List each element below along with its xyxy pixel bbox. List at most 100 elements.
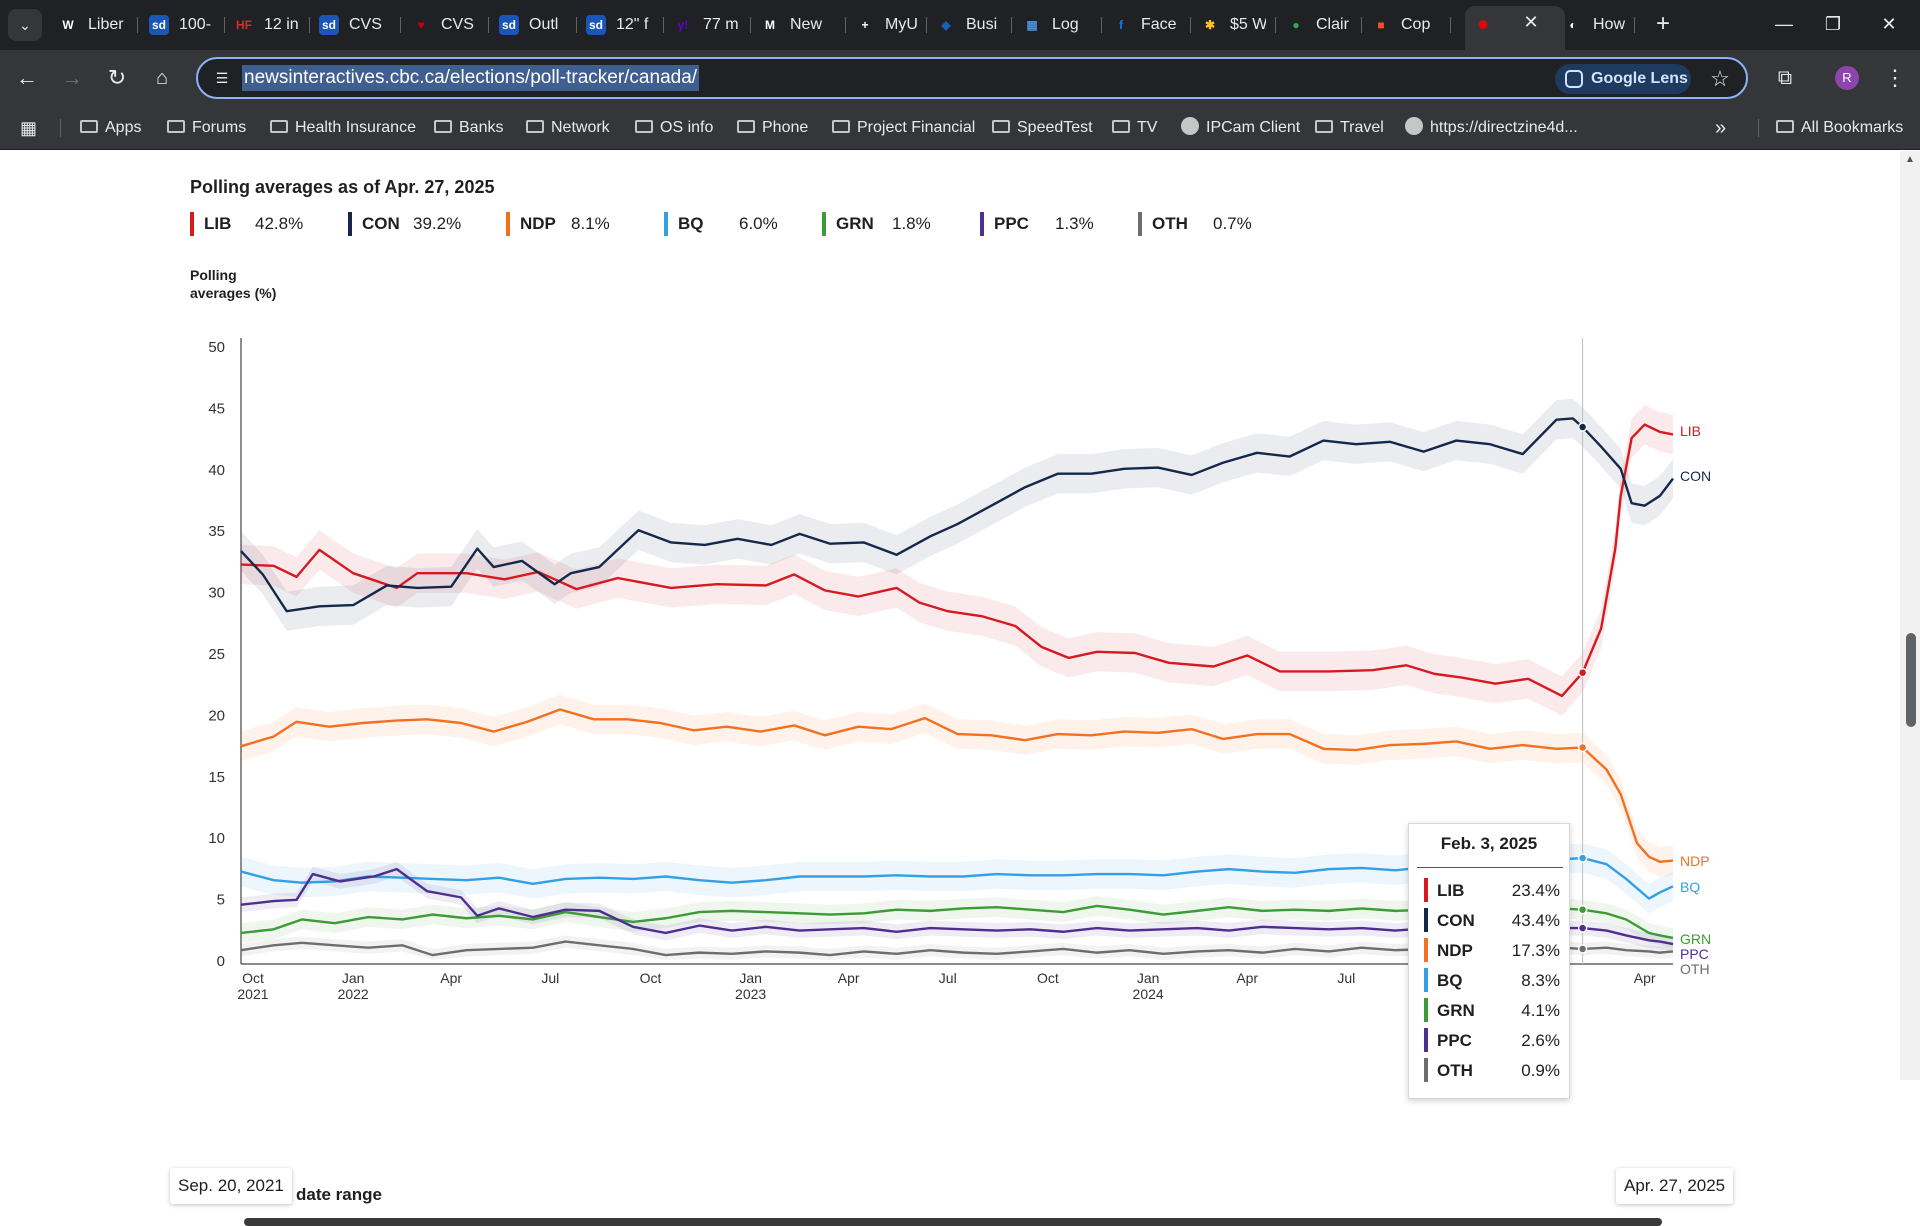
walmart-icon: ✱ <box>1204 18 1216 32</box>
hover-marker-con <box>1577 422 1588 432</box>
back-button[interactable]: ← <box>16 65 38 90</box>
new-tab-button[interactable]: + <box>1655 10 1670 37</box>
tab-separator <box>926 17 927 33</box>
bookmark-item[interactable]: OS info <box>635 115 713 141</box>
tooltip-party-code: LIB <box>1437 881 1465 900</box>
tab[interactable]: ✱ $5 W <box>1192 8 1276 42</box>
folder-icon <box>635 120 653 133</box>
tab-active[interactable]: ✺ <box>1465 6 1565 50</box>
tooltip-party-value: 0.9% <box>1521 1061 1560 1080</box>
bookmark-item[interactable]: SpeedTest <box>992 115 1093 141</box>
legend-party-code: CON <box>362 214 400 233</box>
legend-swatch <box>506 212 510 236</box>
bookmark-item[interactable]: Project Financial <box>832 115 975 141</box>
more-bookmarks-button[interactable]: » <box>1715 117 1727 139</box>
tab[interactable]: M New <box>752 8 846 42</box>
google-lens-button[interactable]: Google Lens <box>1555 64 1691 94</box>
tab[interactable]: sd 100- <box>141 8 225 42</box>
bookmark-label: Phone <box>762 119 809 136</box>
bookmark-star-icon[interactable]: ☆ <box>1710 66 1730 91</box>
bookmark-label: IPCam Client <box>1206 119 1301 136</box>
tab[interactable]: ▦ Log <box>1014 8 1102 42</box>
y-tick-label: 45 <box>208 400 225 417</box>
cbc-icon: ✺ <box>1477 18 1489 32</box>
profile-avatar[interactable]: R <box>1835 66 1859 90</box>
hover-marker-ndp <box>1577 742 1588 753</box>
y-tick-label: 50 <box>208 339 225 356</box>
bookmarks-divider-right <box>1758 119 1759 137</box>
tab[interactable]: f Face <box>1103 8 1191 42</box>
bookmark-item[interactable]: Travel <box>1315 115 1384 141</box>
tab[interactable]: W Liberal <box>50 8 138 42</box>
address-bar[interactable]: ☰ newsinteractives.cbc.ca/elections/poll… <box>196 57 1748 99</box>
extensions-icon[interactable]: ⧉ <box>1777 67 1793 89</box>
end-label-bq: BQ <box>1680 879 1700 895</box>
page-scrollbar[interactable] <box>1900 151 1920 1080</box>
scroll-up-arrow-icon[interactable]: ▲ <box>1905 154 1915 165</box>
tab[interactable]: ♥ CVS <box>403 8 489 42</box>
bookmark-item[interactable]: Apps <box>80 115 141 141</box>
tooltip-row-oth: OTH 0.9% <box>1424 1058 1560 1082</box>
bookmark-item[interactable]: Banks <box>434 115 503 141</box>
tab[interactable]: ◆ Busi <box>928 8 1012 42</box>
confidence-band-oth <box>241 935 1673 960</box>
tab-title: 100- <box>179 16 212 33</box>
url-text[interactable]: newsinteractives.cbc.ca/elections/poll-t… <box>242 65 700 91</box>
tooltip-swatch <box>1424 1028 1428 1052</box>
scrollbar-thumb[interactable] <box>1906 633 1916 727</box>
all-bookmarks-button[interactable]: All Bookmarks <box>1776 115 1903 141</box>
calendar-icon: ▦ <box>1026 18 1038 32</box>
tab[interactable]: sd Outl <box>491 8 577 42</box>
x-tick-year: 2024 <box>1133 986 1164 1002</box>
bookmark-label: Travel <box>1340 119 1384 136</box>
bookmark-item[interactable]: Network <box>526 115 610 141</box>
tab[interactable]: sd 12" f <box>578 8 664 42</box>
bookmark-item[interactable]: IPCam Client <box>1181 115 1300 141</box>
bookmark-label: Apps <box>105 119 142 136</box>
date-range-slider[interactable] <box>244 1218 1662 1226</box>
legend-party-code: LIB <box>204 214 232 233</box>
y-tick-label: 30 <box>208 585 225 602</box>
tooltip-party-code: BQ <box>1437 971 1463 990</box>
reload-button[interactable]: ↻ <box>107 65 127 90</box>
tab-search-button[interactable]: ⌄ <box>8 9 42 41</box>
bookmark-item[interactable]: Health Insurance <box>270 115 416 141</box>
close-window-button[interactable]: ✕ <box>1881 14 1897 34</box>
home-button[interactable]: ⌂ <box>155 67 169 89</box>
tab-title: Busi <box>966 16 998 33</box>
tooltip-party-code: GRN <box>1437 1001 1475 1020</box>
tab[interactable]: HF 12 in <box>226 8 310 42</box>
site-info-icon[interactable]: ☰ <box>215 70 229 86</box>
minimize-button[interactable]: — <box>1775 14 1793 34</box>
end-label-grn: GRN <box>1680 931 1711 947</box>
tab[interactable]: ● Clair <box>1278 8 1362 42</box>
end-label-con: CON <box>1680 468 1711 484</box>
bookmark-item[interactable]: Phone <box>737 115 808 141</box>
legend-party-code: PPC <box>994 214 1029 233</box>
tab[interactable]: sd CVS <box>311 8 401 42</box>
close-tab-icon[interactable]: ✕ <box>1523 12 1539 32</box>
microsoft-icon: ■ <box>1377 18 1385 32</box>
legend-item-bq: BQ 6.0% <box>664 212 814 236</box>
legend-party-value: 39.2% <box>413 214 462 233</box>
tab[interactable]: + MyU <box>847 8 927 42</box>
tab[interactable]: y! 77 m <box>665 8 751 42</box>
all-bookmarks-label: All Bookmarks <box>1801 119 1904 136</box>
y-tick-label: 40 <box>208 462 225 479</box>
browser-menu-icon[interactable]: ⋮ <box>1884 65 1906 90</box>
legend-swatch <box>664 212 668 236</box>
tab[interactable]: ■ Cop <box>1363 8 1451 42</box>
bookmark-item[interactable]: TV <box>1112 115 1157 141</box>
restore-button[interactable]: ❐ <box>1824 14 1842 34</box>
apps-grid-icon[interactable]: ▦ <box>20 118 38 138</box>
polling-averages-header: Polling averages as of Apr. 27, 2025 <box>190 177 495 197</box>
legend-party-code: OTH <box>1152 214 1188 233</box>
bookmark-item[interactable]: https://directzine4d... <box>1405 115 1578 141</box>
tab[interactable]: ◐ How <box>1555 8 1635 42</box>
bookmark-label: OS info <box>660 119 714 136</box>
yahoo-icon: y! <box>677 18 689 32</box>
forward-button[interactable]: → <box>61 65 83 90</box>
bookmark-item[interactable]: Forums <box>167 115 246 141</box>
